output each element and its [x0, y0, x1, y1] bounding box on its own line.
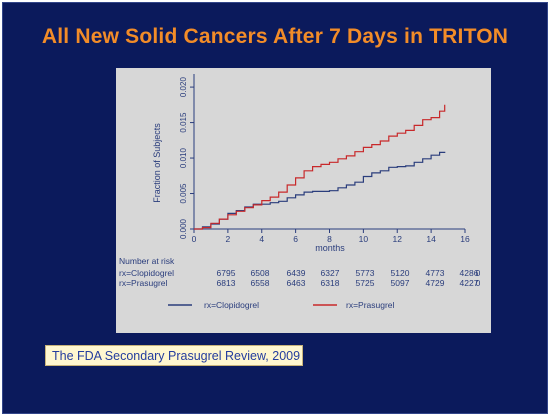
y-tick-label: 0.020 [179, 77, 188, 98]
risk-cell: 0 [476, 268, 481, 278]
series-line-clopidogrel [194, 151, 446, 230]
km-chart: 0 2 4 6 8 10 12 14 16 0.000 0.005 0.010 0.015 0.020 F… [119, 74, 481, 310]
chart-axes: 0 2 4 6 8 10 12 14 16 0.000 0.005 0.010 0.015 0.020 [179, 74, 470, 244]
risk-cell: 6318 [321, 278, 340, 288]
risk-cell: 5097 [391, 278, 410, 288]
risk-cell: 5120 [391, 268, 410, 278]
slide-title: All New Solid Cancers After 7 Days in TR… [41, 25, 509, 48]
risk-cell: 6439 [287, 268, 306, 278]
y-tick-label: 0.010 [179, 147, 188, 168]
chart-lines [194, 104, 446, 230]
risk-table: Number at risk rx=Clopidogrel 6795 6508 6439… [119, 256, 481, 288]
risk-cell: 6813 [217, 278, 236, 288]
risk-cell: 4227 [460, 278, 479, 288]
legend-label-clopidogrel: rx=Clopidogrel [204, 300, 259, 310]
x-tick-label: 12 [393, 234, 403, 244]
y-axis-label: Fraction of Subjects [152, 123, 162, 203]
x-tick-label: 14 [426, 234, 436, 244]
risk-cell: 6558 [251, 278, 270, 288]
source-citation: The FDA Secondary Prasugrel Review, 2009 [45, 345, 303, 366]
x-tick-label: 2 [226, 234, 231, 244]
y-tick-label: 0.015 [179, 112, 188, 133]
x-tick-label: 4 [259, 234, 264, 244]
risk-cell: 6795 [217, 268, 236, 278]
x-tick-label: 8 [327, 234, 332, 244]
risk-cell: 5725 [356, 278, 375, 288]
risk-row-label: rx=Prasugrel [119, 278, 168, 288]
risk-cell: 4286 [460, 268, 479, 278]
x-tick-label: 16 [460, 234, 470, 244]
x-axis-label: months [315, 243, 345, 253]
x-tick-label: 6 [293, 234, 298, 244]
risk-cell: 6463 [287, 278, 306, 288]
risk-cell: 6327 [321, 268, 340, 278]
risk-table-heading: Number at risk [119, 256, 175, 266]
risk-row-label: rx=Clopidogrel [119, 268, 174, 278]
risk-cell: 6508 [251, 268, 270, 278]
x-tick-label: 10 [359, 234, 369, 244]
legend-label-prasugrel: rx=Prasugrel [346, 300, 395, 310]
risk-cell: 5773 [356, 268, 375, 278]
risk-cell: 0 [476, 278, 481, 288]
series-line-prasugrel [194, 104, 446, 230]
y-tick-label: 0.005 [179, 183, 188, 204]
x-tick-label: 0 [192, 234, 197, 244]
risk-cell: 4773 [426, 268, 445, 278]
chart-panel: 0 2 4 6 8 10 12 14 16 0.000 0.005 0.010 0.015 0.020 F… [116, 68, 491, 333]
chart-legend: rx=Clopidogrel rx=Prasugrel [168, 300, 395, 310]
risk-cell: 4729 [426, 278, 445, 288]
y-tick-label: 0.000 [179, 218, 188, 239]
